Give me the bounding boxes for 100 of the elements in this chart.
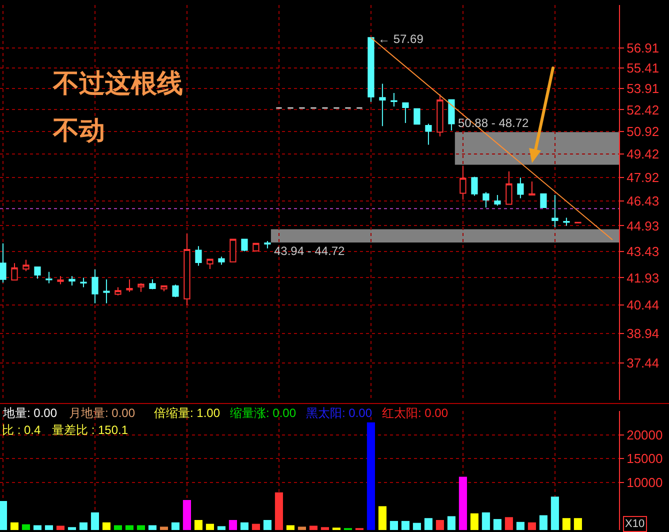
candlestick <box>184 233 190 306</box>
bar <box>10 522 19 530</box>
bar <box>125 525 134 530</box>
bar <box>114 525 122 530</box>
bar <box>171 522 180 530</box>
bar <box>458 476 467 530</box>
bar <box>148 525 156 530</box>
y-tick-label: 46.43 <box>626 194 660 209</box>
candlestick <box>218 256 225 266</box>
annotation: 红太阳: 0.00 <box>382 406 448 420</box>
bar <box>286 525 294 530</box>
bar <box>401 520 410 530</box>
candlestick <box>528 181 536 196</box>
text: X10 <box>625 518 645 530</box>
candlestick <box>138 282 144 292</box>
bar <box>378 506 386 530</box>
candlestick <box>471 176 478 196</box>
y-tick-label: 44.93 <box>626 218 660 234</box>
bar <box>470 513 478 530</box>
bar <box>56 526 65 530</box>
candlestick <box>368 37 374 102</box>
candlestick <box>46 271 52 284</box>
candlestick <box>252 242 260 252</box>
candlestick <box>34 266 41 280</box>
bar <box>206 524 214 530</box>
bar <box>228 520 237 530</box>
bar <box>160 526 168 530</box>
bar <box>22 524 30 530</box>
bar <box>436 520 444 530</box>
annotation: 量差比 : 150.1 <box>52 423 128 437</box>
bar <box>298 526 306 530</box>
candlestick <box>448 99 455 132</box>
annotation: 不过这根线 <box>52 68 183 98</box>
candlestick <box>436 94 444 137</box>
bar <box>390 520 398 530</box>
bar <box>482 512 490 530</box>
y-tick-label: 53.91 <box>626 81 660 96</box>
candlestick <box>460 165 466 200</box>
candlestick <box>195 246 202 266</box>
bar <box>309 526 318 530</box>
candlestick <box>264 240 271 249</box>
candlestick <box>506 170 512 205</box>
candlestick <box>414 108 420 125</box>
candlestick <box>241 238 248 252</box>
annotation: 倍缩量: 1.00 <box>154 406 220 420</box>
candlestick <box>0 242 6 284</box>
bar <box>68 527 76 530</box>
bar <box>90 512 100 530</box>
bar <box>274 492 283 530</box>
bar <box>493 519 502 530</box>
y-tick-label: 52.42 <box>626 102 660 118</box>
bar <box>504 517 513 530</box>
bar <box>574 518 582 530</box>
bar <box>516 522 524 530</box>
candlestick <box>126 278 133 292</box>
annotation: 黑太阳: 0.00 <box>306 406 372 420</box>
bar <box>447 516 456 530</box>
candlestick <box>92 268 98 304</box>
annotation: 比 : 0.4 <box>2 423 42 437</box>
candlestick <box>230 238 236 262</box>
y-tick-label: 40.44 <box>626 297 660 312</box>
y-tick-label: 37.44 <box>626 355 660 370</box>
bar <box>263 520 272 530</box>
candlestick <box>160 285 168 292</box>
candlestick <box>540 193 547 208</box>
candlestick <box>517 177 524 199</box>
y-tick-label: 56.91 <box>626 40 660 56</box>
candlestick <box>206 258 214 270</box>
bar <box>320 527 329 530</box>
candlestick <box>68 276 76 286</box>
bar <box>562 518 570 530</box>
y-tick-label: 20000 <box>626 427 663 442</box>
annotation: 地量: 0.00 <box>2 406 58 420</box>
annotation: 不动 <box>52 115 105 145</box>
candlestick <box>494 194 501 206</box>
annotation: ← 57.69 <box>378 32 424 46</box>
bar <box>33 525 42 530</box>
bar <box>366 422 375 530</box>
candlestick <box>563 217 570 226</box>
bar <box>79 522 88 530</box>
candlestick <box>22 259 30 272</box>
bar <box>44 525 54 530</box>
candlestick <box>379 83 386 127</box>
candlestick <box>57 276 64 285</box>
y-tick-label: 49.42 <box>626 146 660 162</box>
candlestick <box>149 278 156 290</box>
candlestick <box>552 194 558 228</box>
candlestick <box>103 278 110 304</box>
y-tick-label: 55.41 <box>626 60 660 76</box>
candlestick <box>114 286 122 296</box>
y-tick-label: 41.93 <box>626 270 660 286</box>
annotation: 月地量: 0.00 <box>69 406 136 420</box>
candlestick <box>482 192 490 208</box>
bar <box>424 518 432 530</box>
bar <box>0 500 8 530</box>
bar <box>194 520 202 530</box>
y-tick-label: 10000 <box>626 474 663 490</box>
bar <box>217 526 226 530</box>
bar <box>539 515 548 530</box>
bar <box>240 522 248 530</box>
